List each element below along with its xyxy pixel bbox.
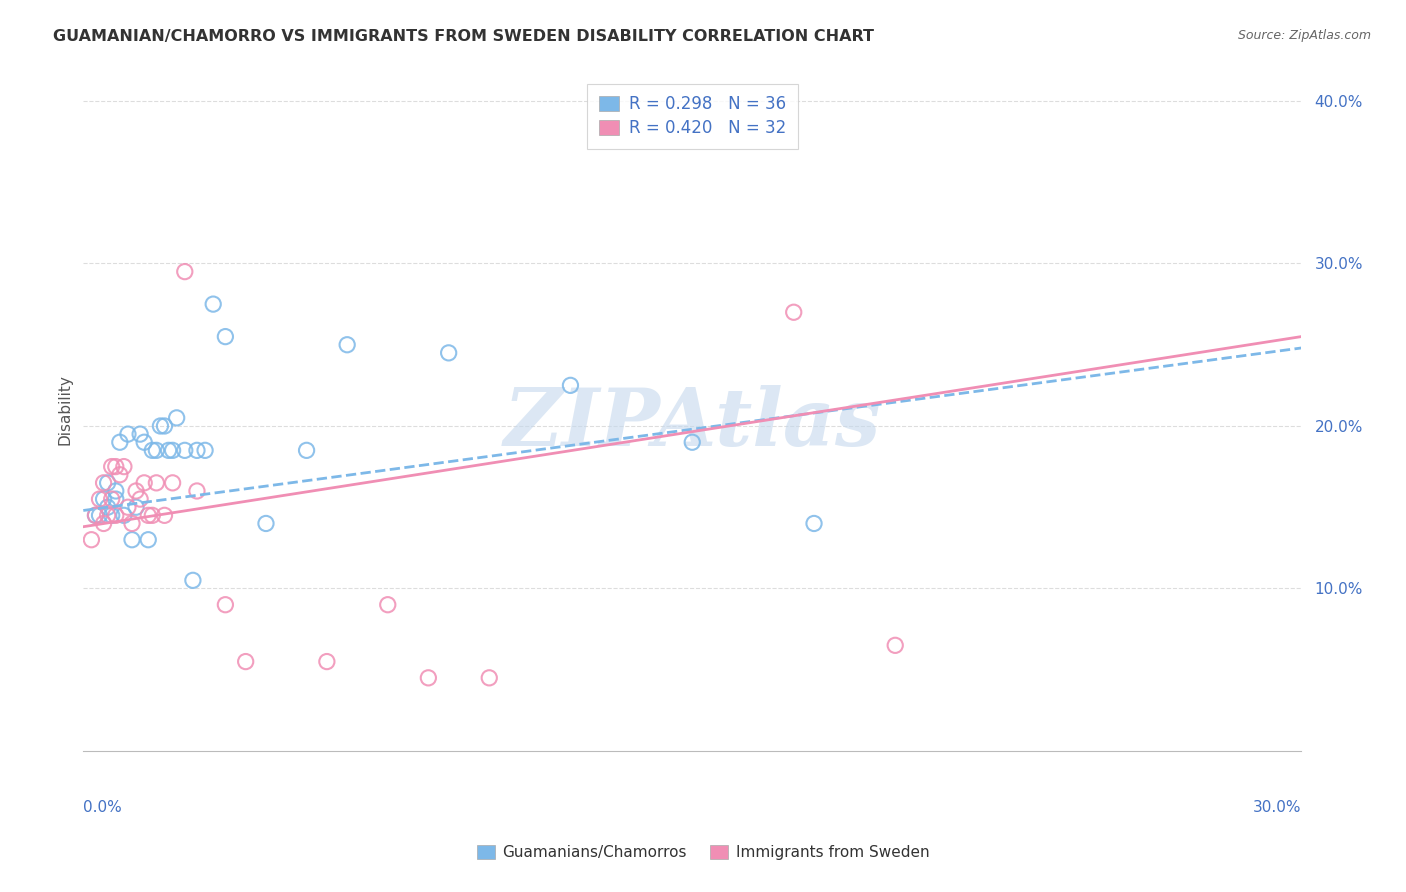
Point <box>121 516 143 531</box>
Point <box>100 508 122 523</box>
Point <box>117 500 139 515</box>
Text: ZIPAtlas: ZIPAtlas <box>503 384 882 462</box>
Point <box>104 459 127 474</box>
Point <box>104 492 127 507</box>
Point <box>93 475 115 490</box>
Point <box>89 508 111 523</box>
Point <box>437 346 460 360</box>
Point <box>315 655 337 669</box>
Point <box>136 508 159 523</box>
Point <box>884 638 907 652</box>
Point <box>93 516 115 531</box>
Point <box>134 475 156 490</box>
Point <box>214 329 236 343</box>
Point <box>145 475 167 490</box>
Point <box>129 492 152 507</box>
Point <box>141 508 163 523</box>
Legend: R = 0.298   N = 36, R = 0.420   N = 32: R = 0.298 N = 36, R = 0.420 N = 32 <box>586 84 797 149</box>
Point <box>112 459 135 474</box>
Point <box>235 655 257 669</box>
Point <box>153 508 176 523</box>
Point <box>134 435 156 450</box>
Point <box>162 475 184 490</box>
Point <box>153 419 176 434</box>
Point <box>194 443 217 458</box>
Point <box>783 305 806 319</box>
Point <box>181 574 204 588</box>
Text: Source: ZipAtlas.com: Source: ZipAtlas.com <box>1237 29 1371 42</box>
Point <box>295 443 318 458</box>
Point <box>112 508 135 523</box>
Point <box>84 508 107 523</box>
Point <box>418 671 440 685</box>
Point <box>254 516 277 531</box>
Point <box>129 427 152 442</box>
Point <box>377 598 399 612</box>
Point <box>166 410 188 425</box>
Text: 30.0%: 30.0% <box>1253 799 1301 814</box>
Text: GUAMANIAN/CHAMORRO VS IMMIGRANTS FROM SWEDEN DISABILITY CORRELATION CHART: GUAMANIAN/CHAMORRO VS IMMIGRANTS FROM SW… <box>53 29 875 44</box>
Point <box>478 671 501 685</box>
Point <box>80 533 103 547</box>
Point <box>125 500 148 515</box>
Point <box>157 443 180 458</box>
Point <box>97 500 120 515</box>
Point <box>145 443 167 458</box>
Point <box>89 492 111 507</box>
Point <box>108 467 131 482</box>
Point <box>97 475 120 490</box>
Point <box>173 443 195 458</box>
Text: 0.0%: 0.0% <box>83 799 122 814</box>
Legend: Guamanians/Chamorros, Immigrants from Sweden: Guamanians/Chamorros, Immigrants from Sw… <box>471 839 935 866</box>
Point <box>214 598 236 612</box>
Point <box>121 533 143 547</box>
Point <box>100 492 122 507</box>
Point <box>681 435 703 450</box>
Point <box>104 508 127 523</box>
Point <box>84 508 107 523</box>
Point <box>108 435 131 450</box>
Point <box>186 443 208 458</box>
Point <box>141 443 163 458</box>
Point <box>202 297 225 311</box>
Point <box>149 419 172 434</box>
Point <box>117 427 139 442</box>
Point <box>104 483 127 498</box>
Point <box>560 378 582 392</box>
Point <box>173 265 195 279</box>
Y-axis label: Disability: Disability <box>58 375 72 445</box>
Point <box>125 483 148 498</box>
Point <box>100 459 122 474</box>
Point <box>186 483 208 498</box>
Point <box>93 492 115 507</box>
Point <box>162 443 184 458</box>
Point <box>97 508 120 523</box>
Point <box>336 337 359 351</box>
Point <box>803 516 825 531</box>
Point <box>136 533 159 547</box>
